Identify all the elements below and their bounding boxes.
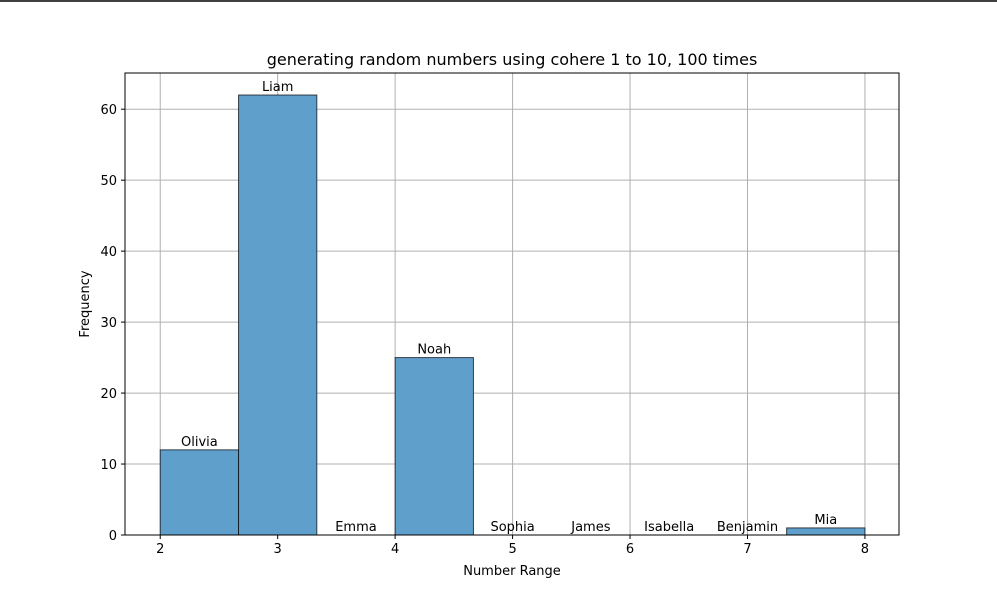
bar (159, 449, 240, 536)
bar-label: Sophia (490, 520, 534, 535)
bar (394, 357, 474, 536)
x-tick-label: 3 (274, 542, 282, 557)
y-tick-label: 30 (100, 316, 117, 331)
chart-title: generating random numbers using cohere 1… (267, 50, 758, 69)
y-tick-label: 0 (109, 529, 117, 544)
bar-label: James (570, 520, 610, 535)
x-tick-label: 5 (508, 542, 516, 557)
bar-label: Noah (417, 343, 451, 358)
x-tick-label: 4 (391, 542, 399, 557)
x-axis-label: Number Range (463, 564, 561, 579)
bar (238, 94, 318, 536)
y-tick-label: 60 (100, 103, 117, 118)
x-tick-label: 7 (743, 542, 751, 557)
y-tick-label: 50 (100, 174, 117, 189)
plot-frame (124, 72, 900, 536)
y-tick-label: 10 (100, 458, 117, 473)
x-tick-label: 6 (626, 542, 634, 557)
x-tick-label: 8 (861, 542, 869, 557)
bar-label: Olivia (181, 435, 218, 450)
bar-label: Liam (262, 80, 293, 95)
y-tick-label: 40 (100, 245, 117, 260)
bar-label: Mia (814, 513, 837, 528)
bar-label: Isabella (644, 520, 694, 535)
bar-label: Benjamin (717, 520, 778, 535)
bar (786, 527, 866, 536)
bar-label: Emma (335, 520, 377, 535)
x-tick-label: 2 (156, 542, 164, 557)
y-axis-label: Frequency (78, 270, 93, 337)
y-tick-label: 20 (100, 387, 117, 402)
